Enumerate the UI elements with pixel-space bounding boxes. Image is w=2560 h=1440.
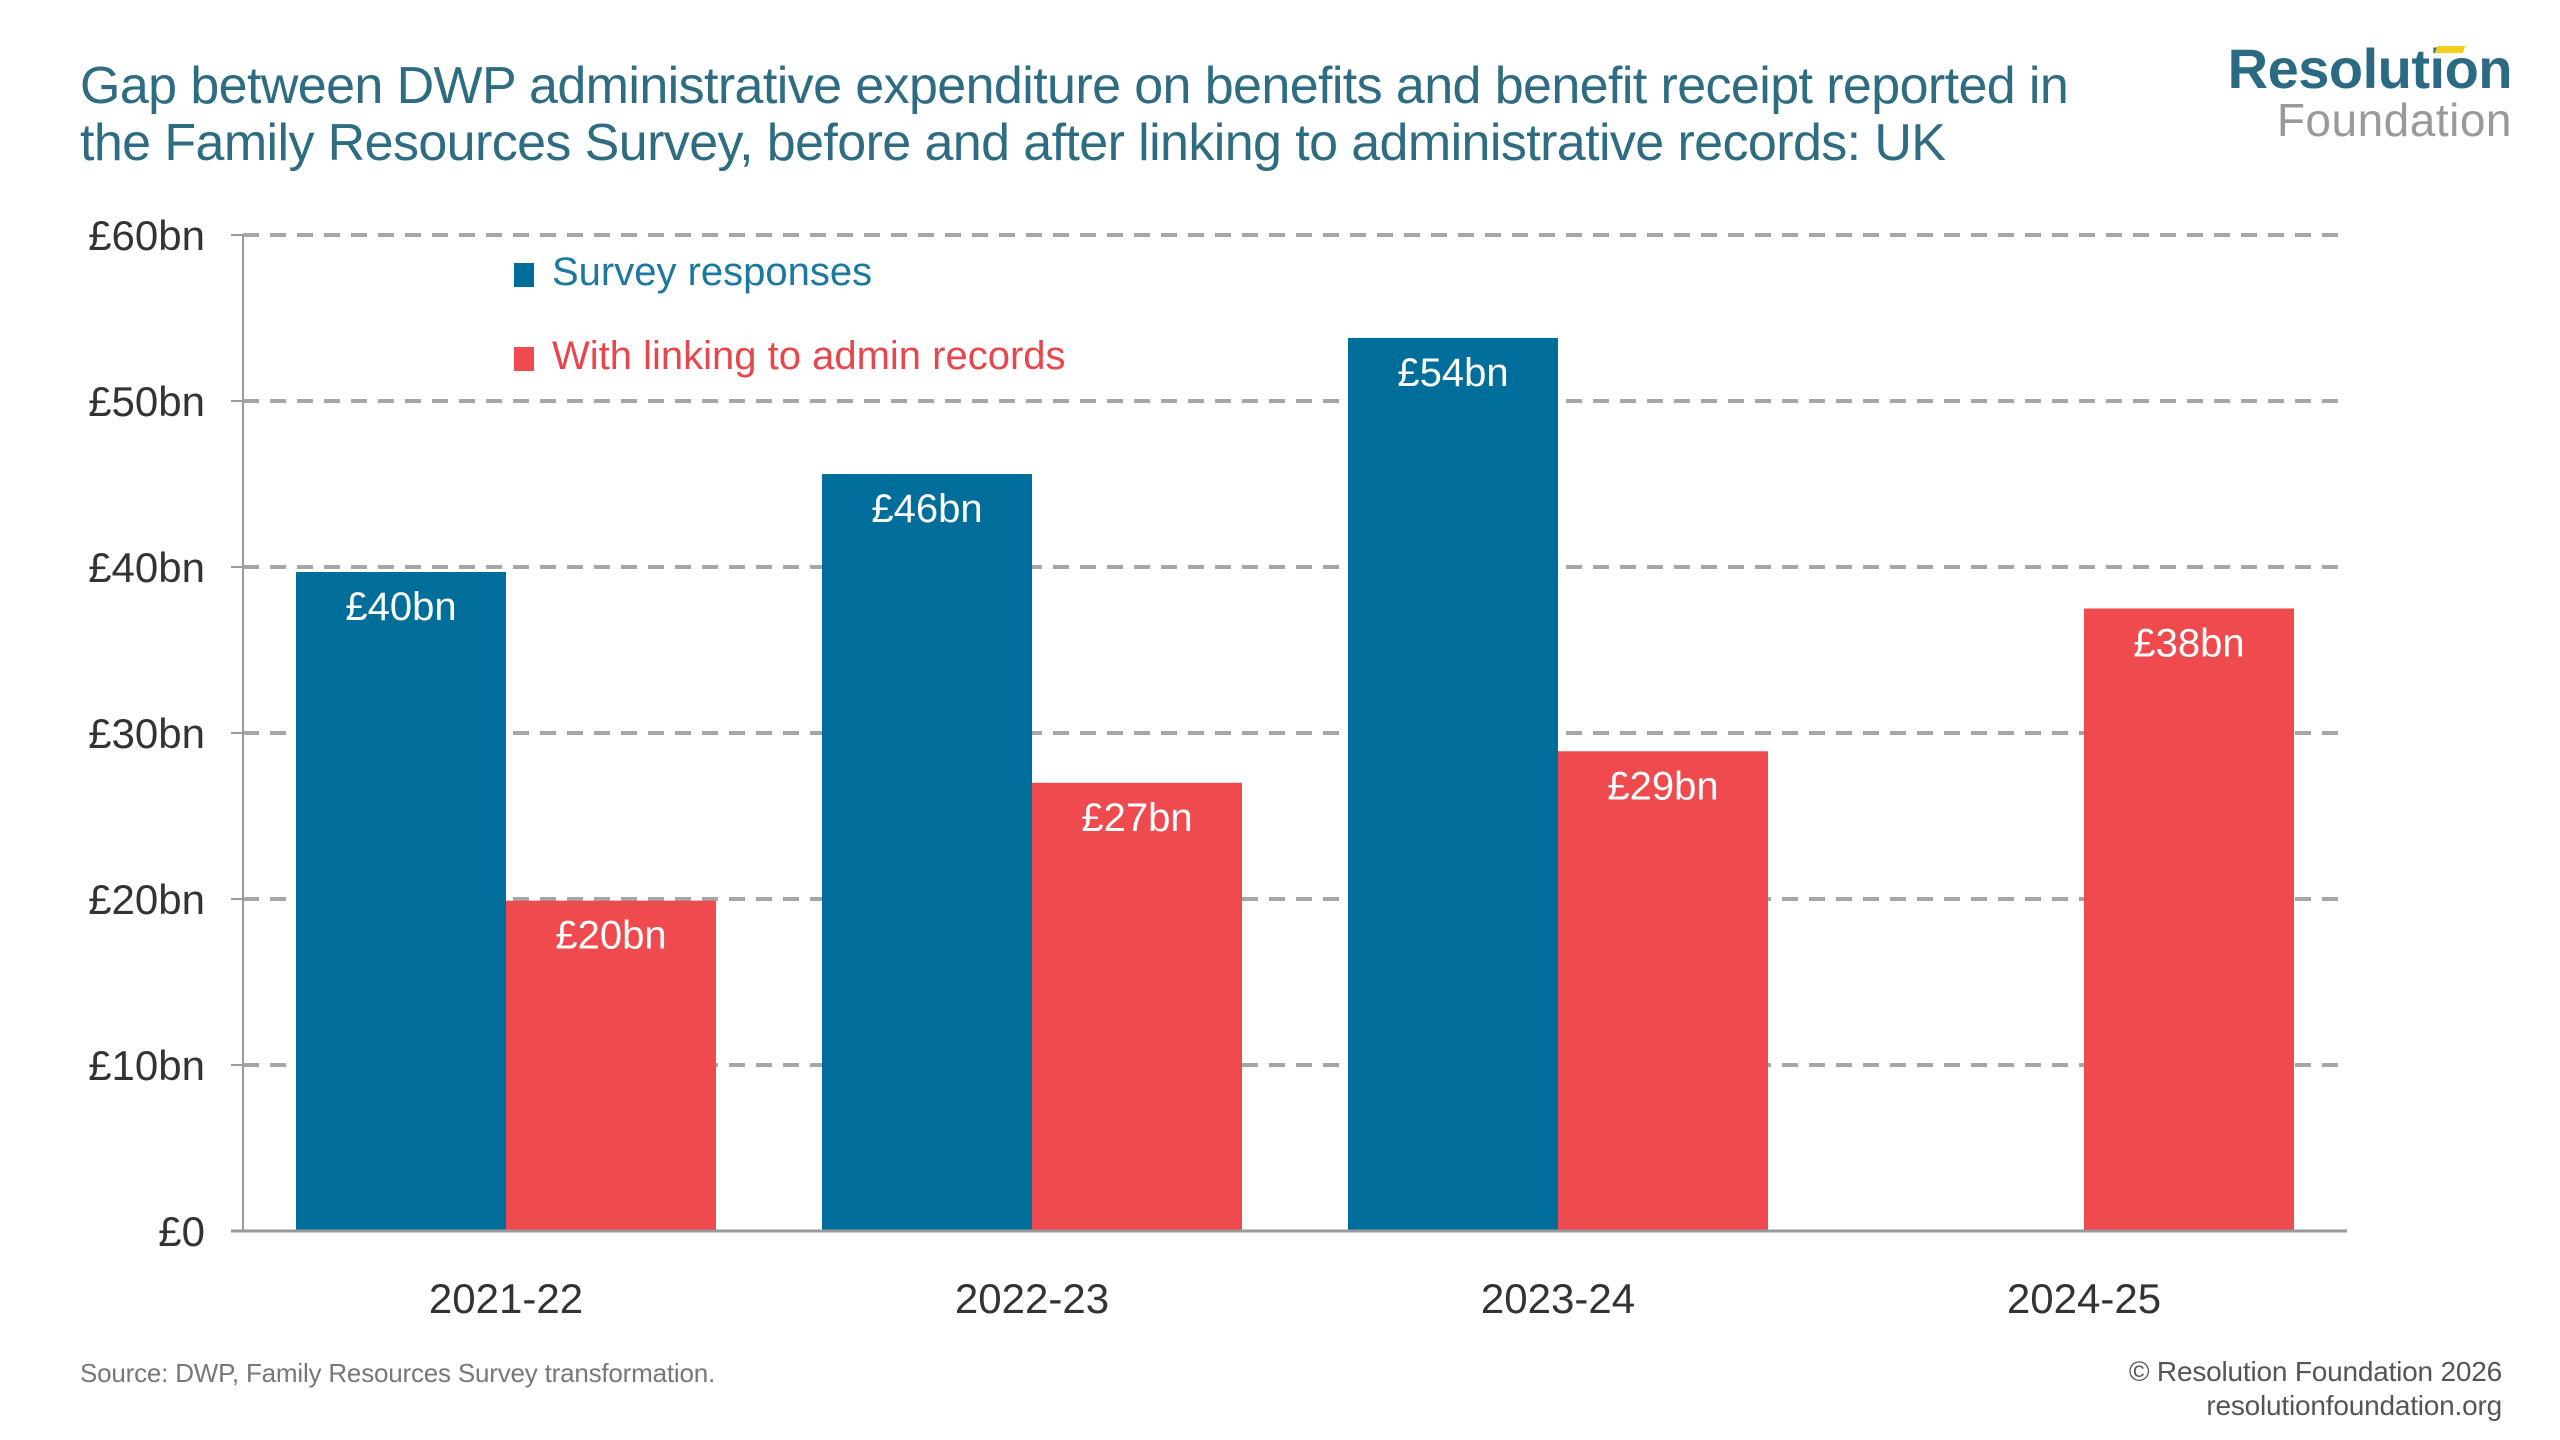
chart-title-line-2: the Family Resources Survey, before and … — [80, 114, 1946, 172]
bar-survey-2022-23 — [822, 474, 1032, 1231]
y-tick-label: £20bn — [88, 876, 205, 923]
bar-linking-2023-24 — [1558, 751, 1768, 1231]
bar-linking-2024-25 — [2084, 608, 2294, 1231]
website-link[interactable]: resolutionfoundation.org — [2206, 1390, 2502, 1421]
x-tick-label: 2021-22 — [429, 1275, 583, 1322]
data-label: £54bn — [1397, 351, 1508, 395]
legend-label: Survey responses — [552, 250, 872, 294]
data-label: £29bn — [1607, 764, 1718, 808]
resolution-foundation-logo: Resolution Foundation — [2222, 37, 2513, 146]
legend: Survey responses With linking to admin re… — [514, 250, 1066, 378]
x-tick-label: 2023-24 — [1481, 1275, 1635, 1322]
x-axis-tick-labels: 2021-22 2022-23 2023-24 2024-25 — [429, 1275, 2161, 1322]
bar-linking-2021-22 — [506, 900, 716, 1231]
logo-top-text: Resolution — [2227, 37, 2513, 100]
y-tick-label: £30bn — [88, 710, 205, 757]
bars — [296, 337, 2294, 1231]
copyright-text: © Resolution Foundation 2026 — [2128, 1356, 2502, 1387]
logo-wordmark-bottom: Foundation — [2276, 94, 2512, 146]
data-label: £27bn — [1081, 796, 1192, 840]
data-label: £46bn — [871, 487, 982, 531]
bar-linking-2022-23 — [1032, 782, 1242, 1231]
source-note: Source: DWP, Family Resources Survey tra… — [80, 1358, 716, 1388]
data-labels: £40bn £20bn £46bn £27bn £54bn £29bn £38bn — [345, 351, 2244, 958]
y-tick-label: £10bn — [88, 1042, 205, 1089]
data-label: £20bn — [555, 914, 666, 958]
y-tick-label: £40bn — [88, 544, 205, 591]
chart-title: Gap between DWP administrative expenditu… — [80, 58, 2230, 172]
legend-swatch-icon — [514, 263, 534, 287]
y-tick-label: £50bn — [88, 378, 205, 425]
x-tick-label: 2024-25 — [2007, 1275, 2161, 1322]
y-axis-tick-labels: £0 £10bn £20bn £30bn £40bn £50bn £60bn — [88, 212, 205, 1255]
axes — [231, 234, 2347, 1233]
logo-wordmark-top: Resolution — [2222, 37, 2513, 100]
x-tick-label: 2022-23 — [955, 1275, 1109, 1322]
y-tick-label: £0 — [158, 1208, 205, 1255]
y-tick-label: £60bn — [88, 212, 205, 259]
legend-swatch-icon — [514, 347, 534, 371]
data-label: £38bn — [2133, 622, 2244, 666]
footer-credits: © Resolution Foundation 2026 resolutionf… — [2129, 1355, 2502, 1423]
bar-survey-2021-22 — [296, 571, 506, 1231]
legend-label: With linking to admin records — [552, 334, 1066, 378]
bar-survey-2023-24 — [1348, 337, 1558, 1231]
chart-title-line-1: Gap between DWP administrative expenditu… — [80, 57, 2069, 115]
data-label: £40bn — [345, 585, 456, 629]
